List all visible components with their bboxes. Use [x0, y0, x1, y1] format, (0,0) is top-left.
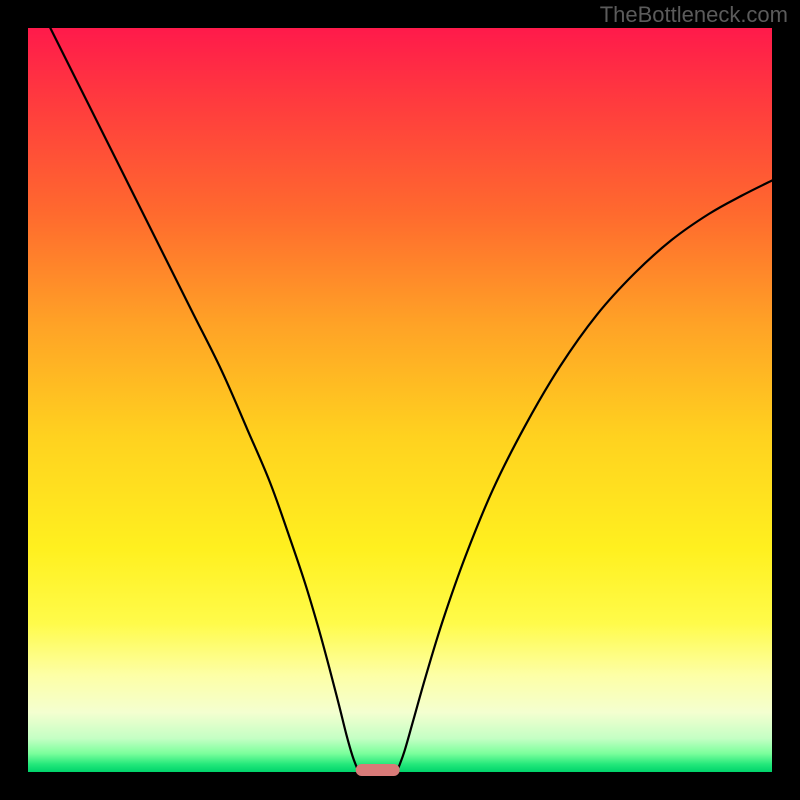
- minimum-marker: [355, 764, 400, 776]
- curves-svg: [28, 28, 772, 772]
- plot-area: [28, 28, 772, 772]
- chart-container: TheBottleneck.com: [0, 0, 800, 800]
- left-curve: [50, 28, 357, 768]
- right-curve: [399, 181, 772, 768]
- watermark-text: TheBottleneck.com: [600, 2, 788, 28]
